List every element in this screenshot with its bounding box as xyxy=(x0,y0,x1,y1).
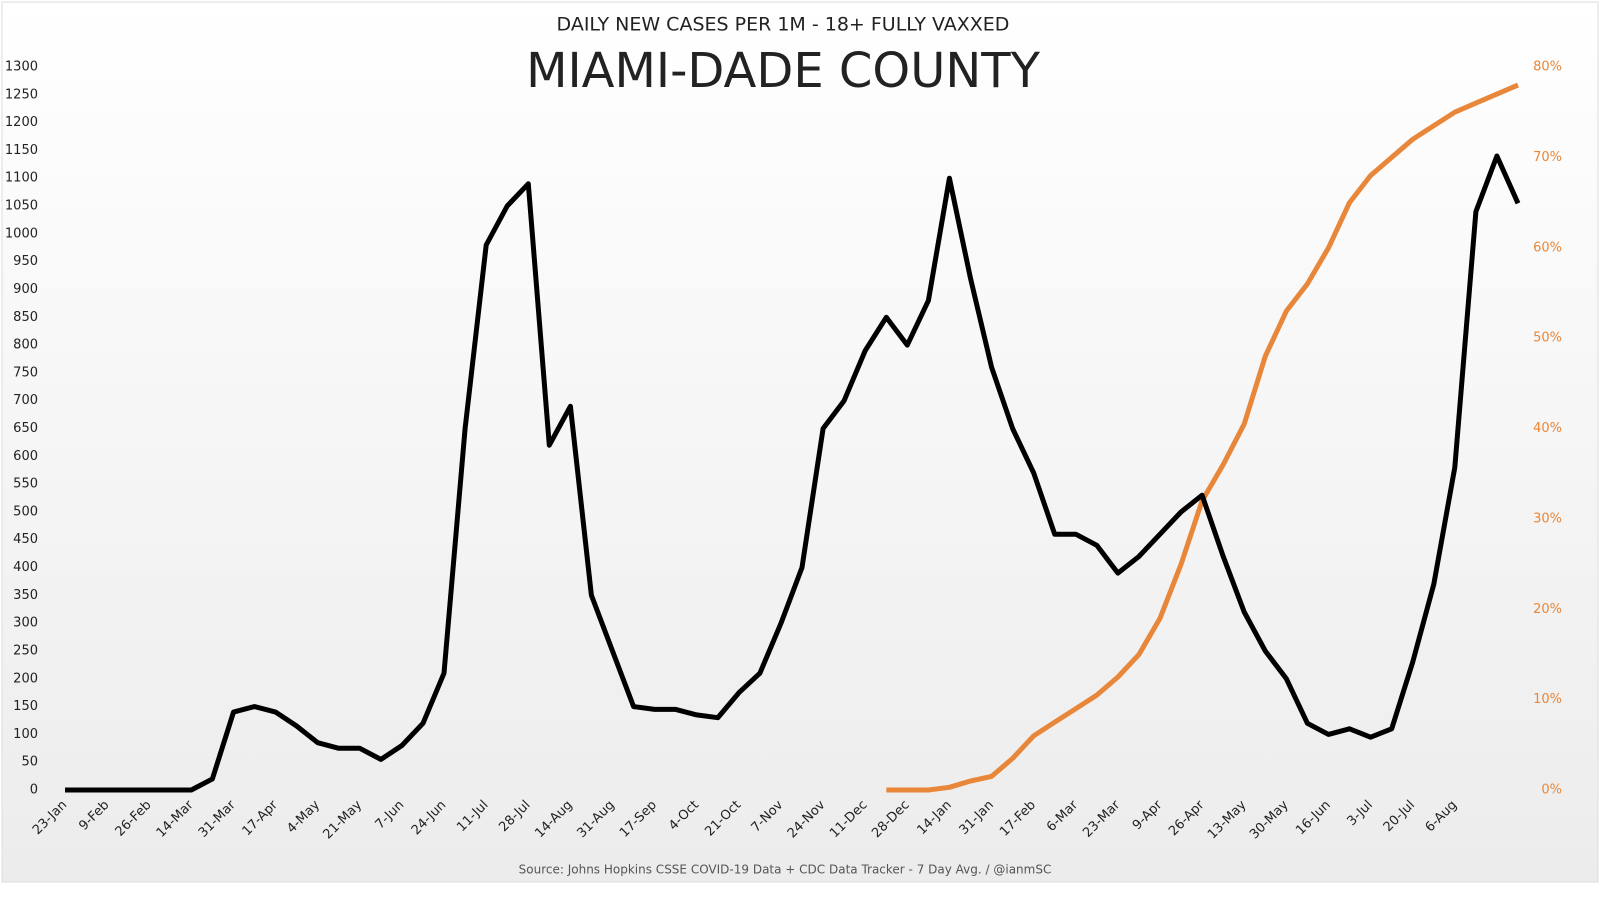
y-tick-label: 700 xyxy=(13,393,38,408)
y2-tick-label: 30% xyxy=(1533,511,1562,526)
y-tick-label: 950 xyxy=(13,254,38,269)
y-tick-label: 200 xyxy=(13,671,38,686)
y-tick-label: 150 xyxy=(13,699,38,714)
y2-tick-label: 80% xyxy=(1533,60,1562,75)
y2-tick-label: 70% xyxy=(1533,150,1562,165)
y-tick-label: 350 xyxy=(13,588,38,603)
series-line xyxy=(65,153,1521,793)
y-tick-label: 900 xyxy=(13,282,38,297)
y2-tick-label: 0% xyxy=(1541,783,1562,798)
y-tick-label: 0 xyxy=(30,783,38,798)
y-tick-label: 1000 xyxy=(5,226,38,241)
source-note: Source: Johns Hopkins CSSE COVID-19 Data… xyxy=(519,863,1052,877)
y-tick-label: 250 xyxy=(13,643,38,658)
y-tick-label: 300 xyxy=(13,616,38,631)
y-tick-label: 100 xyxy=(13,727,38,742)
y-tick-label: 450 xyxy=(13,532,38,547)
y-tick-label: 1100 xyxy=(5,171,38,186)
y2-tick-label: 20% xyxy=(1533,602,1562,617)
y-tick-label: 650 xyxy=(13,421,38,436)
y-tick-label: 850 xyxy=(13,310,38,325)
plot-background xyxy=(1,1,1599,883)
y-tick-label: 750 xyxy=(13,365,38,380)
chart-title: MIAMI-DADE COUNTY xyxy=(526,43,1040,99)
y-tick-label: 1050 xyxy=(5,199,38,214)
y-tick-label: 400 xyxy=(13,560,38,575)
y-tick-label: 1300 xyxy=(5,60,38,75)
y-tick-label: 600 xyxy=(13,449,38,464)
y-tick-label: 50 xyxy=(21,755,38,770)
y-tick-label: 800 xyxy=(13,338,38,353)
y2-tick-label: 40% xyxy=(1533,421,1562,436)
y-tick-label: 550 xyxy=(13,477,38,492)
y2-tick-label: 10% xyxy=(1533,692,1562,707)
y-tick-label: 1250 xyxy=(5,87,38,102)
y-tick-label: 1200 xyxy=(5,115,38,130)
y2-tick-label: 50% xyxy=(1533,331,1562,346)
y-tick-label: 500 xyxy=(13,504,38,519)
y-tick-label: 1150 xyxy=(5,143,38,158)
y2-tick-label: 60% xyxy=(1533,240,1562,255)
chart-subtitle: DAILY NEW CASES PER 1M - 18+ FULLY VAXXE… xyxy=(557,14,1010,36)
